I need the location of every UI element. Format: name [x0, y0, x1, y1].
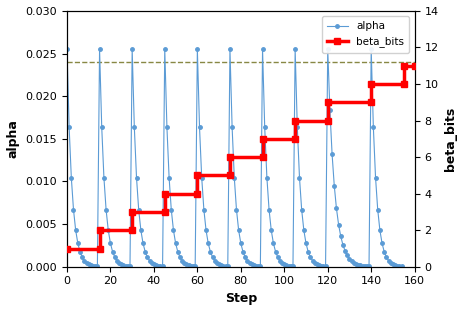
beta_bits — [411, 64, 417, 68]
beta_bits — [194, 173, 200, 177]
beta_bits — [400, 64, 406, 68]
beta_bits — [194, 192, 200, 196]
beta_bits — [292, 119, 297, 122]
beta_bits — [97, 246, 102, 250]
beta_bits — [324, 100, 330, 104]
beta_bits — [97, 228, 102, 232]
alpha — [94, 265, 100, 268]
beta_bits — [129, 210, 135, 214]
alpha — [346, 257, 351, 261]
beta_bits — [162, 192, 167, 196]
beta_bits — [129, 228, 135, 232]
beta_bits — [162, 210, 167, 214]
beta_bits — [368, 100, 373, 104]
alpha — [298, 208, 304, 212]
beta_bits — [227, 173, 232, 177]
Line: alpha: alpha — [65, 48, 402, 268]
alpha — [398, 265, 404, 268]
X-axis label: Step: Step — [224, 292, 257, 305]
beta_bits — [259, 137, 265, 141]
alpha — [389, 262, 395, 266]
beta_bits — [368, 82, 373, 86]
Y-axis label: alpha: alpha — [7, 119, 20, 158]
beta_bits — [227, 155, 232, 159]
beta_bits — [64, 246, 69, 250]
alpha — [227, 47, 232, 51]
alpha — [368, 47, 373, 51]
Line: beta_bits: beta_bits — [64, 63, 417, 251]
beta_bits — [400, 82, 406, 86]
Y-axis label: beta_bits: beta_bits — [443, 107, 456, 171]
alpha — [363, 264, 369, 268]
beta_bits — [324, 119, 330, 122]
Legend: alpha, beta_bits: alpha, beta_bits — [321, 16, 408, 53]
beta_bits — [259, 155, 265, 159]
beta_bits — [292, 137, 297, 141]
alpha — [64, 47, 69, 51]
